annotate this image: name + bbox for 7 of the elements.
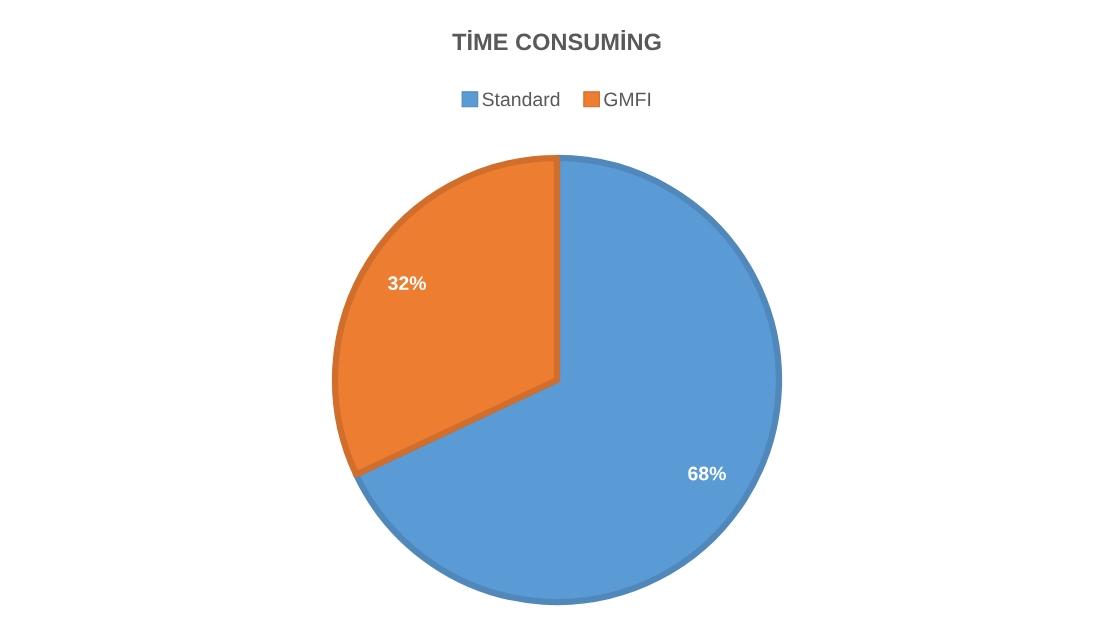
chart-title: TİME CONSUMİNG: [452, 29, 661, 51]
data-label: 32%: [388, 276, 426, 291]
data-label: 68%: [688, 466, 726, 481]
pie-slice: [353, 154, 783, 606]
pie-slice: [331, 154, 561, 478]
legend-label: GMFI: [604, 92, 651, 107]
legend-label: Standard: [482, 91, 560, 107]
